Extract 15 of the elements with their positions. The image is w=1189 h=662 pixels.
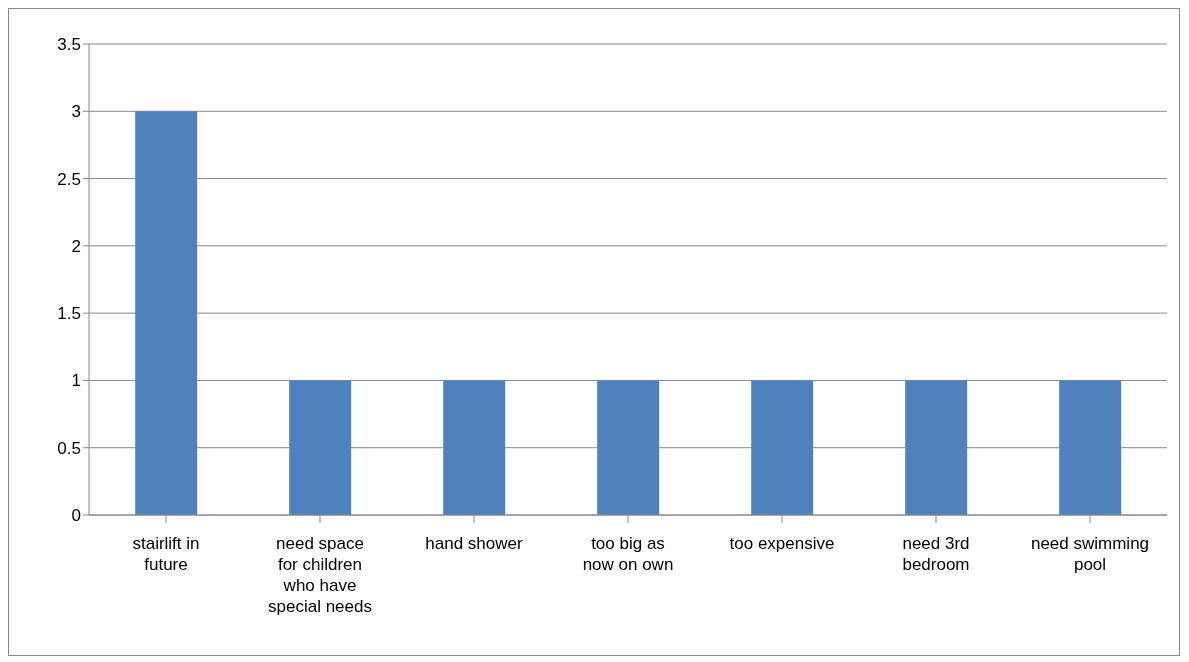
x-tick-label: hand shower — [425, 534, 524, 553]
x-tick-label: need swimming pool — [1030, 534, 1150, 574]
y-tick-label: 0 — [71, 506, 81, 526]
x-tick-label: need 3rd bedroom — [902, 534, 970, 574]
x-tick-label: too big as now on own — [582, 534, 674, 574]
y-tick-label: 0.5 — [57, 438, 81, 458]
y-tick-label: 1 — [71, 371, 81, 391]
y-tick-label: 3 — [71, 102, 81, 122]
x-tick-label: need space for children who have special needs — [268, 534, 372, 616]
x-tick-label: too expensive — [729, 534, 835, 553]
y-tick-label: 3.5 — [57, 35, 81, 55]
y-tick-label: 2 — [71, 236, 81, 256]
x-tick-label: stairlift in future — [132, 534, 200, 574]
y-tick-label: 1.5 — [57, 304, 81, 324]
y-tick-label: 2.5 — [57, 169, 81, 189]
